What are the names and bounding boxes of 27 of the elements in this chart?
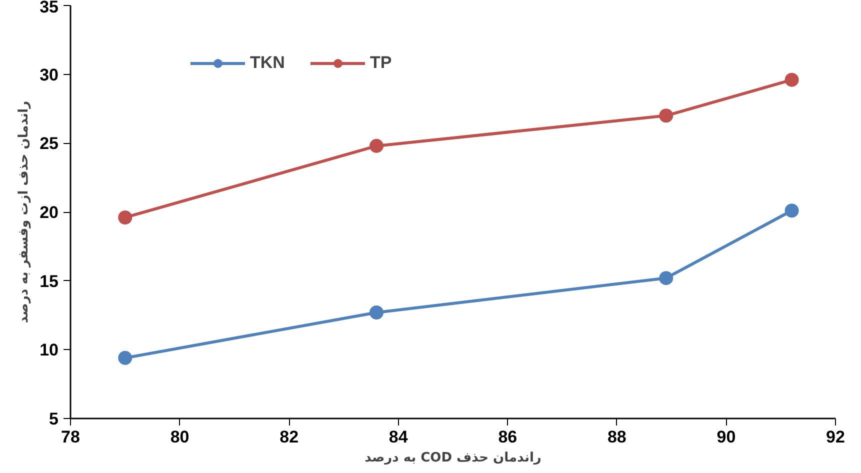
x-tick-label: 92 (826, 428, 845, 446)
point (370, 306, 384, 320)
point (370, 138, 384, 153)
legend-label: TKN (250, 53, 285, 73)
y-tick-label: 35 (40, 0, 59, 16)
y-tick-label: 20 (40, 203, 59, 222)
point (118, 350, 132, 365)
x-tick-label: 86 (498, 428, 518, 446)
point (659, 271, 674, 286)
y-tick-label: 30 (40, 65, 59, 84)
y-tick-label: 5 (49, 410, 59, 428)
x-tick-label: 90 (716, 428, 736, 446)
point (659, 108, 674, 123)
x-tick-label: 80 (170, 428, 190, 446)
x-tick-label: 78 (61, 428, 80, 446)
legend-label: TP (370, 53, 392, 73)
y-tick-label: 25 (40, 134, 59, 154)
point (784, 72, 799, 87)
x-tick-label: 84 (388, 428, 408, 446)
y-tick-label: 15 (40, 272, 59, 291)
x-tick-label: 88 (607, 428, 626, 446)
y-tick-label: 10 (40, 340, 59, 360)
y-axis-title: راندمان حذف ازت وفسفر به درصد (16, 100, 32, 324)
point (118, 210, 132, 224)
point (784, 204, 799, 218)
x-tick-label: 82 (280, 428, 299, 446)
x-axis-title: راندمان حذف COD به درصد (364, 450, 542, 466)
